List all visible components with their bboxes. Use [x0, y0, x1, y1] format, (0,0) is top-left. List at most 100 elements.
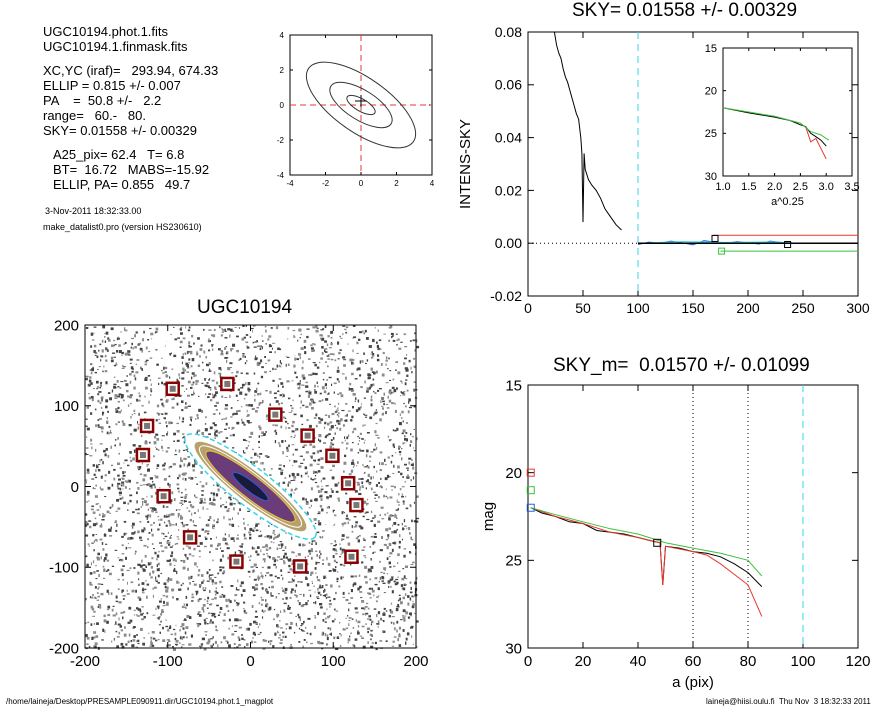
noise-speck — [157, 528, 160, 531]
noise-speck — [116, 636, 120, 638]
noise-speck — [357, 620, 361, 624]
noise-speck — [310, 548, 313, 551]
noise-speck — [188, 326, 191, 329]
noise-speck — [161, 609, 164, 612]
noise-speck — [321, 386, 325, 390]
noise-speck — [192, 464, 196, 468]
noise-speck — [295, 622, 297, 626]
noise-speck — [120, 331, 122, 333]
noise-speck — [398, 594, 401, 596]
noise-speck — [157, 574, 160, 578]
noise-speck — [318, 458, 320, 461]
noise-speck — [339, 645, 342, 647]
noise-speck — [220, 353, 224, 356]
noise-speck — [375, 484, 378, 487]
noise-speck — [330, 439, 333, 442]
noise-speck — [367, 631, 369, 634]
noise-speck — [212, 492, 215, 496]
noise-speck — [156, 568, 160, 572]
noise-speck — [311, 406, 314, 410]
noise-speck — [166, 541, 169, 545]
noise-speck — [345, 376, 347, 380]
noise-speck — [157, 562, 160, 566]
noise-speck — [375, 409, 378, 411]
noise-speck — [337, 481, 340, 485]
noise-speck — [308, 374, 311, 376]
noise-speck — [134, 334, 136, 338]
noise-speck — [402, 500, 405, 503]
noise-speck — [113, 637, 115, 641]
noise-speck — [135, 363, 138, 365]
noise-speck — [149, 327, 152, 330]
noise-speck — [226, 543, 229, 546]
noise-speck — [412, 466, 415, 470]
noise-speck — [319, 584, 321, 587]
noise-speck — [245, 440, 248, 442]
noise-speck — [398, 493, 400, 496]
noise-speck — [278, 348, 282, 351]
noise-speck — [188, 643, 192, 646]
star-core — [187, 534, 194, 541]
noise-speck — [117, 437, 119, 440]
noise-speck — [390, 391, 393, 394]
noise-speck — [364, 557, 367, 559]
noise-speck — [109, 512, 111, 514]
noise-speck — [132, 627, 135, 629]
noise-speck — [379, 469, 382, 472]
noise-speck — [133, 614, 136, 616]
noise-speck — [311, 456, 313, 459]
noise-speck — [120, 558, 124, 562]
noise-speck — [356, 341, 358, 345]
noise-speck — [386, 573, 389, 575]
noise-speck — [299, 594, 302, 595]
noise-speck — [315, 424, 318, 428]
noise-speck — [178, 474, 181, 478]
noise-speck — [294, 434, 296, 437]
noise-speck — [121, 544, 124, 547]
noise-speck — [355, 409, 359, 413]
noise-speck — [241, 383, 245, 387]
noise-speck — [350, 419, 353, 422]
noise-speck — [407, 595, 410, 598]
noise-speck — [320, 490, 323, 493]
noise-speck — [334, 411, 338, 413]
noise-speck — [168, 543, 171, 546]
noise-speck — [219, 485, 222, 488]
noise-speck — [413, 405, 417, 408]
noise-speck — [391, 577, 394, 581]
noise-speck — [123, 343, 125, 345]
noise-speck — [147, 483, 151, 486]
noise-speck — [367, 618, 370, 620]
noise-speck — [218, 348, 221, 351]
noise-speck — [182, 417, 185, 421]
noise-speck — [219, 611, 222, 614]
noise-speck — [117, 400, 120, 403]
noise-speck — [252, 569, 255, 573]
noise-speck — [124, 352, 128, 356]
noise-speck — [231, 625, 233, 628]
noise-speck — [262, 553, 265, 556]
noise-speck — [355, 397, 357, 401]
noise-speck — [163, 582, 167, 585]
noise-speck — [184, 390, 185, 392]
noise-speck — [233, 507, 235, 511]
noise-speck — [120, 395, 124, 398]
noise-speck — [204, 530, 207, 533]
noise-speck — [85, 378, 88, 381]
noise-speck — [287, 481, 291, 484]
noise-speck — [178, 449, 181, 453]
noise-speck — [277, 544, 281, 547]
noise-speck — [401, 538, 403, 541]
noise-speck — [167, 431, 169, 435]
noise-speck — [257, 345, 260, 347]
noise-speck — [269, 370, 272, 372]
noise-speck — [249, 461, 253, 465]
noise-speck — [97, 393, 100, 396]
noise-speck — [184, 553, 187, 556]
noise-speck — [233, 643, 236, 645]
noise-speck — [219, 558, 223, 562]
noise-speck — [386, 474, 390, 478]
noise-speck — [371, 519, 373, 522]
noise-speck — [301, 374, 305, 378]
noise-speck — [228, 518, 232, 521]
